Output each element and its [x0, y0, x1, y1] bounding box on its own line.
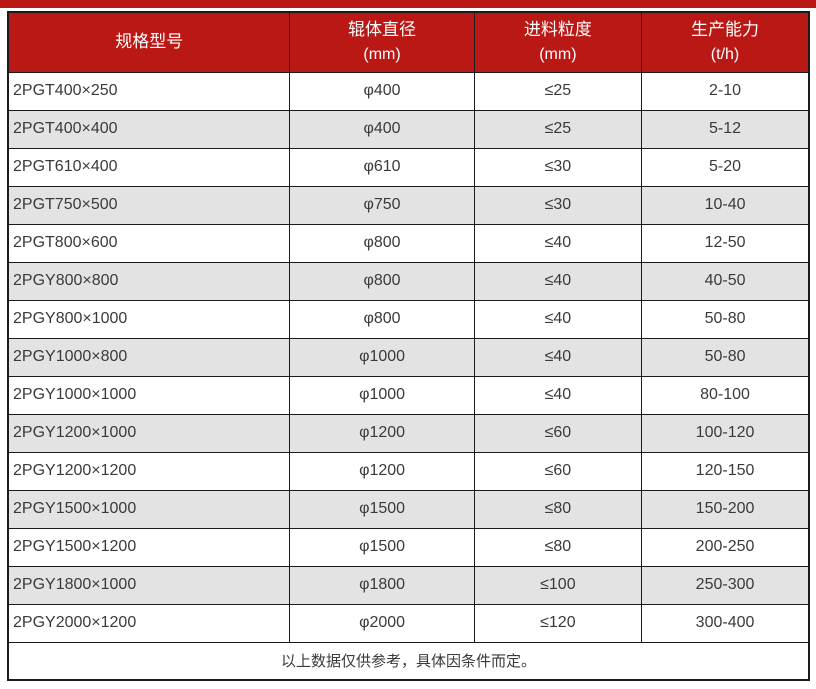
- col-header-feed-size: 进料粒度 (mm): [473, 11, 643, 73]
- cell-capacity: 5-12: [641, 109, 810, 149]
- cell-diameter: φ1000: [289, 337, 475, 377]
- cell-model: 2PGT400×250: [7, 71, 291, 111]
- cell-model: 2PGY800×800: [7, 261, 291, 301]
- table-row: 2PGY800×1000 φ800 ≤40 50-80: [7, 299, 810, 339]
- cell-diameter: φ1200: [289, 451, 475, 491]
- col-header-diameter: 辊体直径 (mm): [289, 11, 475, 73]
- cell-diameter: φ1800: [289, 565, 475, 605]
- cell-diameter: φ800: [289, 299, 475, 339]
- cell-capacity: 150-200: [641, 489, 810, 529]
- table-row: 2PGY1000×800 φ1000 ≤40 50-80: [7, 337, 810, 377]
- cell-feed-size: ≤100: [473, 565, 643, 605]
- cell-model: 2PGY1000×1000: [7, 375, 291, 415]
- footnote-row: 以上数据仅供参考，具体因条件而定。: [7, 641, 810, 681]
- cell-diameter: φ1500: [289, 527, 475, 567]
- cell-capacity: 250-300: [641, 565, 810, 605]
- cell-feed-size: ≤40: [473, 261, 643, 301]
- cell-feed-size: ≤80: [473, 489, 643, 529]
- cell-capacity: 100-120: [641, 413, 810, 453]
- table-row: 2PGT800×600 φ800 ≤40 12-50: [7, 223, 810, 263]
- cell-capacity: 5-20: [641, 147, 810, 187]
- spec-table: 规格型号 辊体直径 (mm) 进料粒度 (mm) 生产能力 (t/h): [7, 11, 810, 681]
- cell-feed-size: ≤40: [473, 223, 643, 263]
- cell-capacity: 50-80: [641, 299, 810, 339]
- cell-feed-size: ≤40: [473, 337, 643, 377]
- table-header: 规格型号 辊体直径 (mm) 进料粒度 (mm) 生产能力 (t/h): [7, 11, 810, 73]
- col-header-feed-size-label: 进料粒度: [523, 19, 592, 39]
- cell-model: 2PGY1200×1200: [7, 451, 291, 491]
- table-footer: 以上数据仅供参考，具体因条件而定。: [7, 641, 810, 681]
- cell-feed-size: ≤25: [473, 71, 643, 111]
- cell-diameter: φ610: [289, 147, 475, 187]
- cell-model: 2PGY1500×1000: [7, 489, 291, 529]
- col-header-model: 规格型号: [7, 11, 291, 73]
- cell-model: 2PGT610×400: [7, 147, 291, 187]
- col-header-feed-size-unit: (mm): [539, 46, 577, 64]
- top-accent-bar: [0, 0, 816, 8]
- cell-diameter: φ2000: [289, 603, 475, 643]
- cell-feed-size: ≤40: [473, 299, 643, 339]
- table-row: 2PGT400×250 φ400 ≤25 2-10: [7, 71, 810, 111]
- cell-diameter: φ800: [289, 223, 475, 263]
- table-row: 2PGY1500×1000 φ1500 ≤80 150-200: [7, 489, 810, 529]
- cell-model: 2PGY2000×1200: [7, 603, 291, 643]
- cell-feed-size: ≤30: [473, 185, 643, 225]
- cell-capacity: 12-50: [641, 223, 810, 263]
- table-row: 2PGY1800×1000 φ1800 ≤100 250-300: [7, 565, 810, 605]
- col-header-capacity-label: 生产能力: [691, 19, 760, 39]
- col-header-diameter-label: 辊体直径: [348, 19, 417, 39]
- cell-capacity: 2-10: [641, 71, 810, 111]
- cell-capacity: 200-250: [641, 527, 810, 567]
- cell-feed-size: ≤60: [473, 451, 643, 491]
- table-row: 2PGY1200×1200 φ1200 ≤60 120-150: [7, 451, 810, 491]
- table-row: 2PGY800×800 φ800 ≤40 40-50: [7, 261, 810, 301]
- table-row: 2PGT400×400 φ400 ≤25 5-12: [7, 109, 810, 149]
- cell-model: 2PGY1500×1200: [7, 527, 291, 567]
- cell-feed-size: ≤60: [473, 413, 643, 453]
- cell-feed-size: ≤25: [473, 109, 643, 149]
- table-row: 2PGY1500×1200 φ1500 ≤80 200-250: [7, 527, 810, 567]
- spec-table-container: 规格型号 辊体直径 (mm) 进料粒度 (mm) 生产能力 (t/h): [7, 11, 810, 681]
- table-row: 2PGY1000×1000 φ1000 ≤40 80-100: [7, 375, 810, 415]
- table-header-row: 规格型号 辊体直径 (mm) 进料粒度 (mm) 生产能力 (t/h): [7, 11, 810, 73]
- col-header-model-label: 规格型号: [115, 32, 184, 52]
- cell-model: 2PGY1000×800: [7, 337, 291, 377]
- table-row: 2PGY2000×1200 φ2000 ≤120 300-400: [7, 603, 810, 643]
- cell-model: 2PGY1200×1000: [7, 413, 291, 453]
- cell-diameter: φ1200: [289, 413, 475, 453]
- cell-model: 2PGT800×600: [7, 223, 291, 263]
- cell-model: 2PGT750×500: [7, 185, 291, 225]
- col-header-capacity: 生产能力 (t/h): [641, 11, 810, 73]
- cell-model: 2PGY800×1000: [7, 299, 291, 339]
- cell-feed-size: ≤80: [473, 527, 643, 567]
- table-row: 2PGT610×400 φ610 ≤30 5-20: [7, 147, 810, 187]
- cell-capacity: 40-50: [641, 261, 810, 301]
- cell-model: 2PGY1800×1000: [7, 565, 291, 605]
- cell-feed-size: ≤30: [473, 147, 643, 187]
- cell-diameter: φ1500: [289, 489, 475, 529]
- cell-diameter: φ400: [289, 71, 475, 111]
- cell-feed-size: ≤120: [473, 603, 643, 643]
- cell-diameter: φ1000: [289, 375, 475, 415]
- cell-capacity: 10-40: [641, 185, 810, 225]
- table-row: 2PGY1200×1000 φ1200 ≤60 100-120: [7, 413, 810, 453]
- cell-capacity: 80-100: [641, 375, 810, 415]
- col-header-capacity-unit: (t/h): [710, 46, 740, 64]
- cell-diameter: φ400: [289, 109, 475, 149]
- table-row: 2PGT750×500 φ750 ≤30 10-40: [7, 185, 810, 225]
- cell-capacity: 300-400: [641, 603, 810, 643]
- col-header-diameter-unit: (mm): [363, 46, 401, 64]
- table-body: 2PGT400×250 φ400 ≤25 2-10 2PGT400×400 φ4…: [7, 71, 810, 643]
- cell-capacity: 50-80: [641, 337, 810, 377]
- cell-diameter: φ750: [289, 185, 475, 225]
- footnote-text: 以上数据仅供参考，具体因条件而定。: [7, 641, 810, 681]
- cell-feed-size: ≤40: [473, 375, 643, 415]
- cell-model: 2PGT400×400: [7, 109, 291, 149]
- cell-diameter: φ800: [289, 261, 475, 301]
- cell-capacity: 120-150: [641, 451, 810, 491]
